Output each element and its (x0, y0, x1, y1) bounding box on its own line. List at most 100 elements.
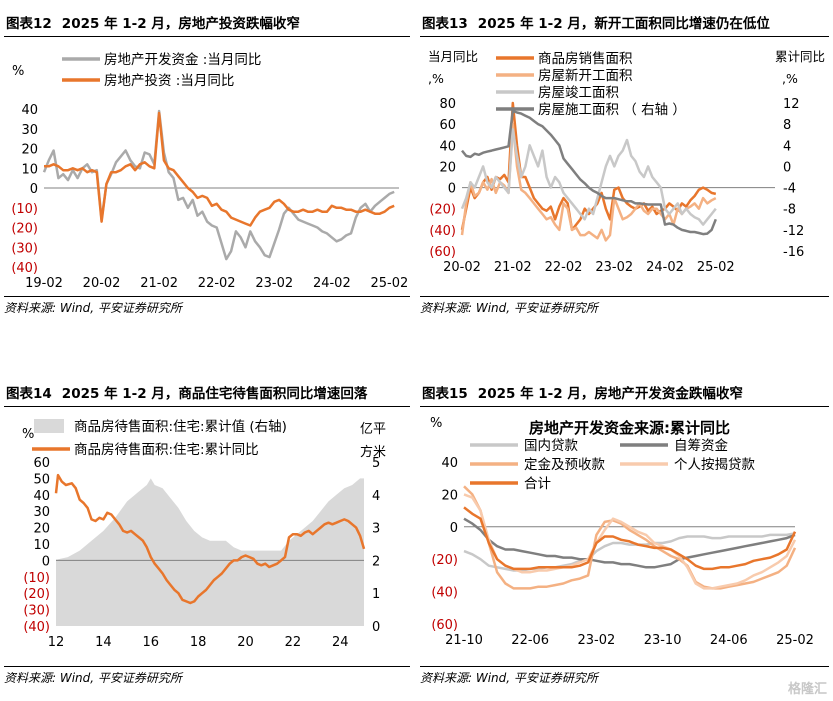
y-tick-label: 10 (33, 538, 50, 553)
y2-tick-label: 0 (783, 160, 791, 175)
y2-tick-label: 12 (783, 97, 800, 112)
x-tick-label: 14 (95, 635, 112, 650)
y-tick-label: 40 (439, 139, 456, 154)
y2-tick-label: -16 (783, 245, 804, 260)
y-tick-label: (10) (23, 571, 50, 586)
y-tick-label: 10 (21, 162, 38, 177)
source-note: 资料来源: Wind, 平安证券研究所 (4, 296, 410, 316)
right-axis-label: 亿平 (360, 422, 386, 437)
y2-tick-label: -8 (783, 203, 796, 218)
y-tick-label: 0 (30, 182, 38, 197)
y-tick-label: 0 (448, 182, 456, 197)
panel-title: 图表14 2025 年 1-2 月，商品住宅待售面积同比增速回落 (4, 382, 410, 407)
y-tick-label: 20 (33, 522, 50, 537)
panel-heading: 2025 年 1-2 月，房地产投资跌幅收窄 (61, 16, 300, 32)
watermark-logo: 格隆汇 (787, 682, 827, 697)
legend-label: 房屋新开工面积 (538, 68, 633, 84)
unit-label: % (430, 416, 442, 431)
y-tick-label: (20) (23, 587, 50, 602)
panel-heading: 2025 年 1-2 月，新开工面积同比增速仍在低位 (477, 16, 770, 32)
right-axis-label: ,% (782, 71, 798, 86)
legend-label: 合计 (524, 476, 551, 492)
x-tick-label: 22-02 (545, 260, 583, 275)
y2-tick-label: 1 (372, 587, 380, 602)
y-tick-label: 20 (439, 160, 456, 175)
y2-tick-label: 3 (372, 522, 380, 537)
x-tick-label: 21-02 (494, 260, 532, 275)
y-tick-label: (20) (431, 553, 458, 568)
x-tick-label: 21-10 (445, 633, 483, 648)
source-note: 资料来源: Wind, 平安证券研究所 (4, 666, 410, 686)
panel-15: 图表15 2025 年 1-2 月，房地产开发资金跌幅收窄 40 20 0 (20) (4… (420, 382, 829, 687)
x-tick-label: 12 (48, 635, 65, 650)
series-line (463, 485, 797, 590)
legend-label: 个人按揭贷款 (674, 457, 755, 473)
series-line (42, 109, 395, 261)
series-line (460, 101, 717, 232)
x-tick-label: 25-02 (371, 276, 409, 291)
chart-15: 40 20 0 (20) (40) (60)21-10 22-06 23-02 23-10 24-… (430, 416, 814, 648)
y-tick-label: (20) (429, 203, 456, 218)
legend-label: 房地产开发资金 :当月同比 (104, 52, 261, 68)
source-note: 资料来源: Wind, 平安证券研究所 (420, 666, 829, 686)
left-axis-label: 当月同比 (428, 49, 478, 64)
y-tick-label: 50 (33, 472, 50, 487)
series-line (461, 109, 717, 236)
x-tick-label: 20-02 (443, 260, 481, 275)
panel-number: 图表12 (6, 16, 52, 32)
panel-13: 图表13 2025 年 1-2 月，新开工面积同比增速仍在低位 80 60 40 20 0… (420, 12, 829, 317)
chart-13: 806040200(20)(40)(60)12840-4-8-12-1620-0… (428, 49, 825, 275)
y-tick-label: (20) (11, 222, 38, 237)
y-tick-label: 60 (439, 118, 456, 133)
y2-tick-label: 2 (372, 554, 380, 569)
series-area (56, 478, 364, 626)
right-axis-label: 累计同比 (775, 49, 825, 64)
legend-label: 房屋竣工面积 (538, 85, 619, 101)
panel-14: 图表14 2025 年 1-2 月，商品住宅待售面积同比增速回落 60 50 40 30… (4, 382, 410, 687)
x-tick-label: 23-02 (578, 633, 616, 648)
panel-number: 图表15 (422, 386, 468, 402)
y-tick-label: 40 (441, 456, 458, 471)
x-tick-label: 23-10 (644, 633, 682, 648)
y-tick-label: 40 (33, 489, 50, 504)
y-tick-label: (40) (23, 620, 50, 635)
y-tick-label: 20 (441, 488, 458, 503)
x-tick-label: 24-02 (313, 276, 351, 291)
panel-title: 图表12 2025 年 1-2 月，房地产投资跌幅收窄 (4, 12, 410, 37)
x-tick-label: 24-06 (710, 633, 748, 648)
x-tick-label: 23-02 (255, 276, 293, 291)
x-tick-label: 18 (190, 635, 207, 650)
y2-tick-label: 8 (783, 118, 791, 133)
left-axis-label: % (22, 427, 34, 442)
x-tick-label: 24 (332, 635, 349, 650)
x-tick-label: 22-06 (511, 633, 549, 648)
panel-12: 图表12 2025 年 1-2 月，房地产投资跌幅收窄 40 30 20 10 0 (10)… (4, 12, 410, 317)
y-tick-label: (40) (431, 586, 458, 601)
y2-tick-label: 4 (783, 139, 791, 154)
y2-tick-label: 5 (372, 456, 380, 471)
y-tick-label: (40) (11, 261, 38, 276)
legend-label: 房屋施工面积 （ 右轴 ） (538, 102, 686, 118)
left-axis-label: ,% (428, 71, 444, 86)
y2-tick-label: 0 (372, 620, 380, 635)
series-line (463, 506, 797, 571)
y-tick-label: (40) (429, 224, 456, 239)
source-note: 资料来源: Wind, 平安证券研究所 (420, 296, 829, 316)
legend-label: 房地产投资 :当月同比 (104, 73, 234, 89)
panel-heading: 2025 年 1-2 月，商品住宅待售面积同比增速回落 (61, 386, 368, 402)
legend-label: 自筹资金 (674, 437, 728, 454)
x-tick-label: 19-02 (25, 276, 63, 291)
y-tick-label: 60 (33, 456, 50, 471)
y-tick-label: 0 (42, 554, 50, 569)
y-tick-label: 0 (450, 521, 458, 536)
chart-title: 房地产开发资金来源:累计同比 (529, 419, 730, 437)
y-tick-label: 20 (21, 143, 38, 158)
series-line (460, 128, 717, 226)
unit-label: % (12, 64, 24, 79)
panel-title: 图表15 2025 年 1-2 月，房地产开发资金跌幅收窄 (420, 382, 829, 407)
y2-tick-label: 4 (372, 489, 380, 504)
x-tick-label: 21-02 (140, 276, 178, 291)
x-tick-label: 24-02 (646, 260, 684, 275)
x-tick-label: 20-02 (83, 276, 121, 291)
